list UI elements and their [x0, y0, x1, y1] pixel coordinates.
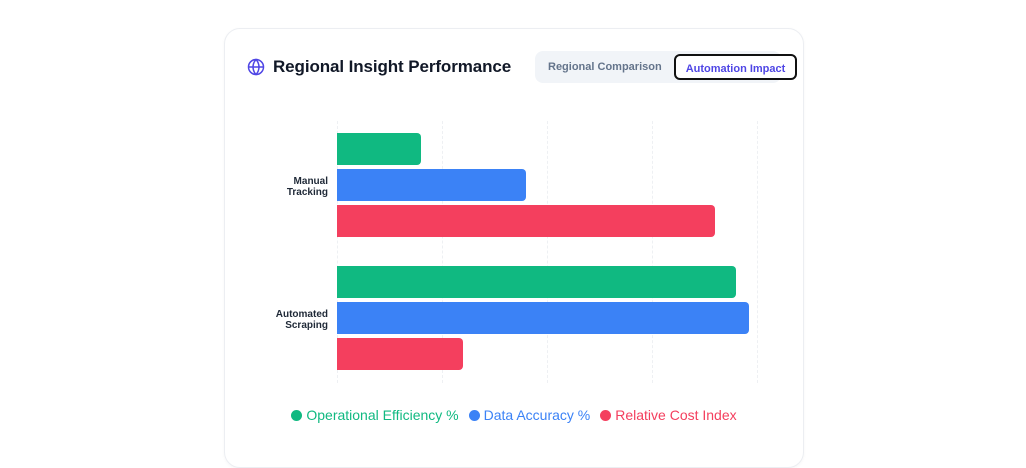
bar-manual-tracking-data-accuracy[interactable]: [337, 169, 526, 201]
bar-manual-tracking-relative-cost-index[interactable]: [337, 205, 715, 237]
legend-dot-icon: [600, 409, 612, 421]
gridline: [547, 121, 548, 383]
legend-label: Relative Cost Index: [615, 407, 737, 423]
legend-dot-icon: [291, 409, 303, 421]
legend-label: Data Accuracy %: [483, 407, 591, 423]
tab-regional-comparison[interactable]: Regional Comparison: [548, 61, 662, 73]
card-header: Regional Insight Performance: [247, 57, 511, 77]
bar-automated-scraping-data-accuracy[interactable]: [337, 302, 749, 334]
legend-item-relative-cost-index[interactable]: Relative Cost Index: [600, 407, 737, 423]
chart-card: Regional Insight Performance Regional Co…: [224, 28, 804, 468]
globe-icon: [247, 58, 265, 76]
bar-manual-tracking-operational-efficiency[interactable]: [337, 133, 421, 165]
legend-item-data-accuracy[interactable]: Data Accuracy %: [468, 407, 591, 423]
bar-chart-plot: [337, 121, 758, 383]
category-label-line: Automated: [275, 309, 328, 320]
legend-dot-icon: [468, 409, 480, 421]
gridline: [652, 121, 653, 383]
category-label-line: Tracking: [286, 187, 328, 198]
gridline: [442, 121, 443, 383]
gridline: [337, 121, 338, 383]
bar-automated-scraping-operational-efficiency[interactable]: [337, 266, 736, 298]
category-label-line: Scraping: [285, 320, 328, 331]
bar-automated-scraping-relative-cost-index[interactable]: [337, 338, 463, 370]
tab-automation-impact[interactable]: Automation Impact: [673, 54, 798, 80]
chart-title: Regional Insight Performance: [273, 57, 512, 76]
category-label-line: Manual: [293, 176, 328, 187]
category-label-manual-tracking: Manual Tracking: [248, 176, 328, 198]
view-toggle: Regional Comparison Automation Impact: [535, 51, 798, 83]
legend-item-operational-efficiency[interactable]: Operational Efficiency %: [291, 407, 459, 423]
category-label-automated-scraping: Automated Scraping: [248, 309, 328, 331]
legend-label: Operational Efficiency %: [306, 407, 459, 423]
chart-legend: Operational Efficiency % Data Accuracy %…: [225, 407, 803, 423]
gridline: [757, 121, 758, 383]
